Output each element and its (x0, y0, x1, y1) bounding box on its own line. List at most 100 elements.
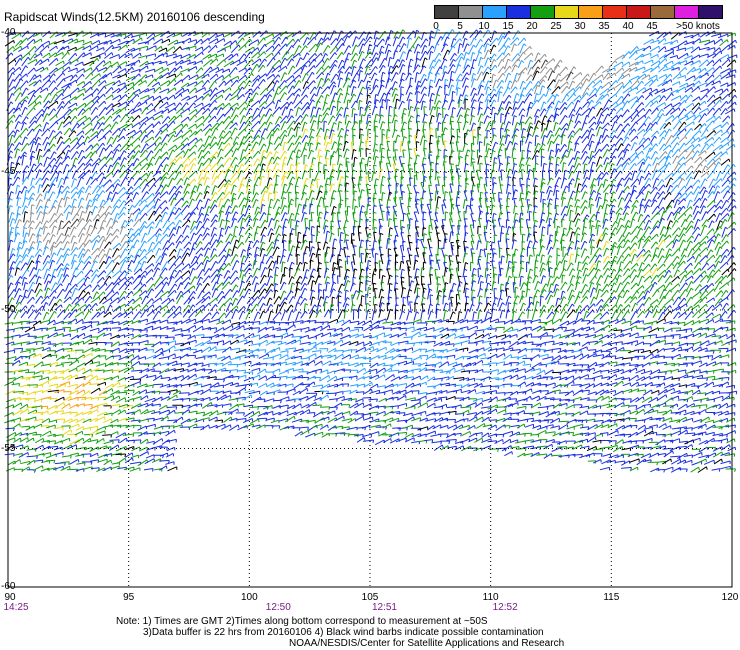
wind-barb-tick (111, 94, 114, 98)
wind-barb (353, 113, 356, 124)
wind-barb-tick (530, 101, 534, 105)
wind-barb (329, 52, 336, 60)
wind-barb-tick (46, 113, 50, 116)
wind-barb (252, 86, 259, 94)
wind-barb (574, 177, 578, 188)
wind-barb (180, 53, 191, 59)
wind-barb-tick (380, 106, 384, 109)
wind-barb (455, 196, 458, 207)
wind-barb (677, 156, 684, 164)
wind-barb-tick (487, 99, 491, 102)
wind-barb-tick (627, 93, 631, 97)
wind-barb (552, 94, 558, 103)
wind-barb (39, 58, 49, 66)
wind-barb-tick (668, 162, 672, 166)
wind-barb-tick (576, 142, 580, 145)
wind-barb-tick (109, 124, 112, 128)
wind-barb-tick (235, 106, 239, 110)
wind-barb (664, 48, 674, 53)
wind-barb (513, 198, 516, 207)
wind-barb (230, 171, 238, 180)
wind-barb (208, 99, 216, 108)
wind-barb-tick (238, 44, 241, 48)
wind-barb-tick (394, 106, 398, 109)
wind-barb (145, 53, 156, 57)
wind-barb (602, 184, 610, 193)
wind-barb-tick (423, 93, 427, 97)
wind-barb (664, 114, 674, 122)
wind-barb-tick (360, 141, 364, 144)
wind-barb-tick (572, 157, 576, 161)
wind-barb-tick (35, 59, 38, 63)
wind-barb-tick (165, 184, 169, 188)
wind-barb (489, 53, 495, 61)
wind-barb-tick (459, 150, 463, 153)
wind-barb (144, 136, 154, 144)
wind-barb (8, 130, 14, 138)
wind-barb-tick (96, 67, 99, 71)
wind-barb (246, 98, 252, 109)
wind-barb-tick (586, 176, 590, 180)
wind-barb (573, 99, 579, 111)
wind-barb-tick (62, 66, 64, 70)
wind-barb (113, 143, 120, 152)
wind-barb-tick (584, 121, 588, 125)
wind-barb-tick (552, 94, 556, 98)
wind-barb-tick (494, 30, 498, 34)
wind-barb-tick (304, 64, 308, 68)
wind-barb-tick (40, 86, 43, 91)
wind-barb-tick (180, 178, 184, 182)
wind-barb-tick (109, 60, 112, 65)
wind-barb-tick (612, 184, 616, 187)
wind-barb-tick (735, 40, 737, 44)
wind-barb-tick (262, 163, 266, 166)
wind-barb-tick (111, 87, 114, 91)
wind-barb-tick (152, 136, 155, 141)
wind-barb (272, 74, 279, 82)
wind-barb-tick (566, 81, 569, 85)
wind-barb-tick (52, 191, 56, 195)
wind-barb (630, 109, 638, 117)
wind-barb-tick (502, 66, 506, 70)
wind-barb-tick (521, 156, 525, 160)
wind-barb (145, 129, 153, 137)
wind-barb (231, 87, 240, 97)
wind-barb-tick (408, 65, 413, 68)
wind-barb-tick (263, 155, 267, 159)
wind-barb (188, 157, 196, 166)
wind-barb-tick (577, 156, 581, 160)
wind-barb-tick (473, 37, 477, 41)
wind-barb (665, 107, 674, 116)
wind-barb (443, 191, 446, 201)
wind-barb (14, 92, 21, 102)
wind-barb-tick (98, 40, 101, 44)
wind-barb (419, 93, 425, 104)
wind-barb-tick (221, 141, 225, 145)
wind-barb (511, 115, 515, 126)
wind-barb-tick (223, 59, 226, 63)
wind-barb-tick (530, 74, 534, 78)
wind-barb-tick (24, 99, 28, 103)
wind-barb-tick (558, 73, 562, 77)
wind-barb (20, 65, 27, 75)
wind-barb-tick (257, 52, 260, 56)
wind-barb-tick (403, 121, 407, 124)
wind-barb (526, 126, 531, 138)
wind-barb (540, 59, 547, 69)
wind-barb-tick (194, 114, 197, 118)
wind-barb-tick (458, 64, 462, 67)
wind-barb (217, 148, 222, 158)
wind-barb (316, 86, 321, 97)
wind-barb-tick (255, 141, 259, 145)
wind-barb (469, 115, 473, 126)
wind-barb-tick (53, 151, 57, 155)
wind-barb-tick (258, 163, 262, 167)
wind-barb-tick (52, 183, 56, 187)
wind-barb-tick (507, 162, 511, 165)
wind-barb (250, 100, 260, 108)
wind-barb-tick (284, 141, 288, 144)
wind-barb (659, 151, 666, 160)
wind-barb-tick (18, 107, 21, 111)
wind-barb (701, 190, 706, 200)
wind-barb (560, 177, 565, 189)
